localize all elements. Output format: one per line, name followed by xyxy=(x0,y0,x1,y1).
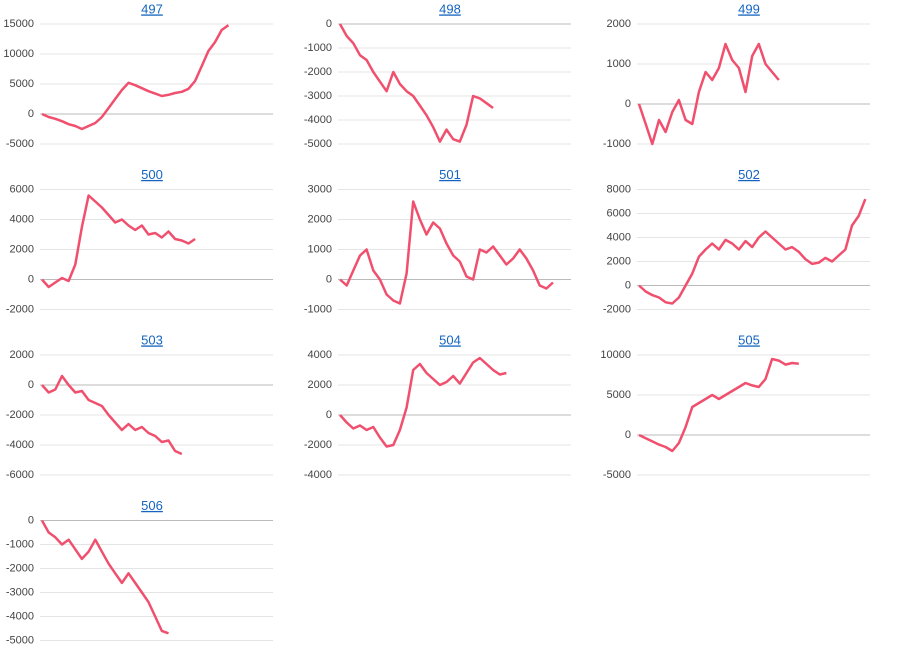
y-tick-label: -5000 xyxy=(603,469,631,481)
y-tick-label: 2000 xyxy=(607,255,631,267)
chart-title[interactable]: 501 xyxy=(439,167,461,182)
y-tick-label: -4000 xyxy=(6,610,34,622)
y-tick-label: 2000 xyxy=(10,243,34,255)
y-tick-label: -4000 xyxy=(304,114,332,126)
y-tick-label: 15000 xyxy=(3,18,34,30)
y-tick-label: 1000 xyxy=(308,243,332,255)
y-tick-label: -1000 xyxy=(304,303,332,315)
data-line xyxy=(638,357,799,453)
y-tick-label: 6000 xyxy=(10,183,34,195)
y-tick-label: -2000 xyxy=(304,66,332,78)
y-tick-label: 4000 xyxy=(308,349,332,361)
y-tick-label: 0 xyxy=(625,98,631,110)
y-tick-label: 8000 xyxy=(607,183,631,195)
y-tick-label: 10000 xyxy=(3,48,34,60)
y-tick-label: 2000 xyxy=(308,379,332,391)
chart-title[interactable]: 497 xyxy=(141,1,163,16)
y-tick-label: -4000 xyxy=(304,469,332,481)
chart-title[interactable]: 505 xyxy=(738,332,760,347)
y-tick-label: 0 xyxy=(326,18,332,30)
y-tick-label: 0 xyxy=(326,409,332,421)
y-tick-label: 2000 xyxy=(10,349,34,361)
data-line xyxy=(338,23,494,143)
data-line xyxy=(638,198,867,305)
y-tick-label: -1000 xyxy=(603,138,631,150)
y-tick-label: 4000 xyxy=(10,213,34,225)
y-tick-label: 10000 xyxy=(600,349,631,361)
data-line xyxy=(339,200,554,305)
y-tick-label: -5000 xyxy=(6,634,34,646)
y-tick-label: -1000 xyxy=(304,42,332,54)
y-tick-label: 6000 xyxy=(607,207,631,219)
y-tick-label: -2000 xyxy=(304,439,332,451)
y-tick-label: 3000 xyxy=(308,183,332,195)
y-tick-label: 4000 xyxy=(607,231,631,243)
y-tick-label: -2000 xyxy=(6,303,34,315)
y-tick-label: 0 xyxy=(28,379,34,391)
data-line xyxy=(41,194,196,289)
y-tick-label: 0 xyxy=(28,108,34,120)
chart-title[interactable]: 502 xyxy=(738,167,760,182)
y-tick-label: 0 xyxy=(28,273,34,285)
y-tick-label: -2000 xyxy=(6,409,34,421)
chart-title[interactable]: 506 xyxy=(141,498,163,513)
y-tick-label: -5000 xyxy=(304,138,332,150)
data-line xyxy=(40,519,169,635)
data-line xyxy=(41,374,183,456)
y-tick-label: 2000 xyxy=(308,213,332,225)
chart-title[interactable]: 503 xyxy=(141,332,163,347)
y-tick-label: -3000 xyxy=(6,586,34,598)
y-tick-label: 0 xyxy=(625,279,631,291)
data-line xyxy=(637,42,780,146)
chart-title[interactable]: 498 xyxy=(439,1,461,16)
y-tick-label: 2000 xyxy=(607,18,631,30)
y-tick-label: -5000 xyxy=(6,138,34,150)
data-line xyxy=(339,356,507,448)
data-line xyxy=(41,24,230,131)
y-tick-label: 0 xyxy=(625,429,631,441)
y-tick-label: 0 xyxy=(28,514,34,526)
y-tick-label: 1000 xyxy=(607,58,631,70)
y-tick-label: -3000 xyxy=(304,90,332,102)
y-tick-label: -4000 xyxy=(6,439,34,451)
y-tick-label: -1000 xyxy=(6,538,34,550)
chart-title[interactable]: 504 xyxy=(439,332,461,347)
y-tick-label: 5000 xyxy=(607,389,631,401)
chart-title[interactable]: 500 xyxy=(141,167,163,182)
y-tick-label: -2000 xyxy=(603,303,631,315)
y-tick-label: -6000 xyxy=(6,469,34,481)
chart-title[interactable]: 499 xyxy=(738,1,760,16)
y-tick-label: -2000 xyxy=(6,562,34,574)
y-tick-label: 0 xyxy=(326,273,332,285)
y-tick-label: 5000 xyxy=(10,78,34,90)
